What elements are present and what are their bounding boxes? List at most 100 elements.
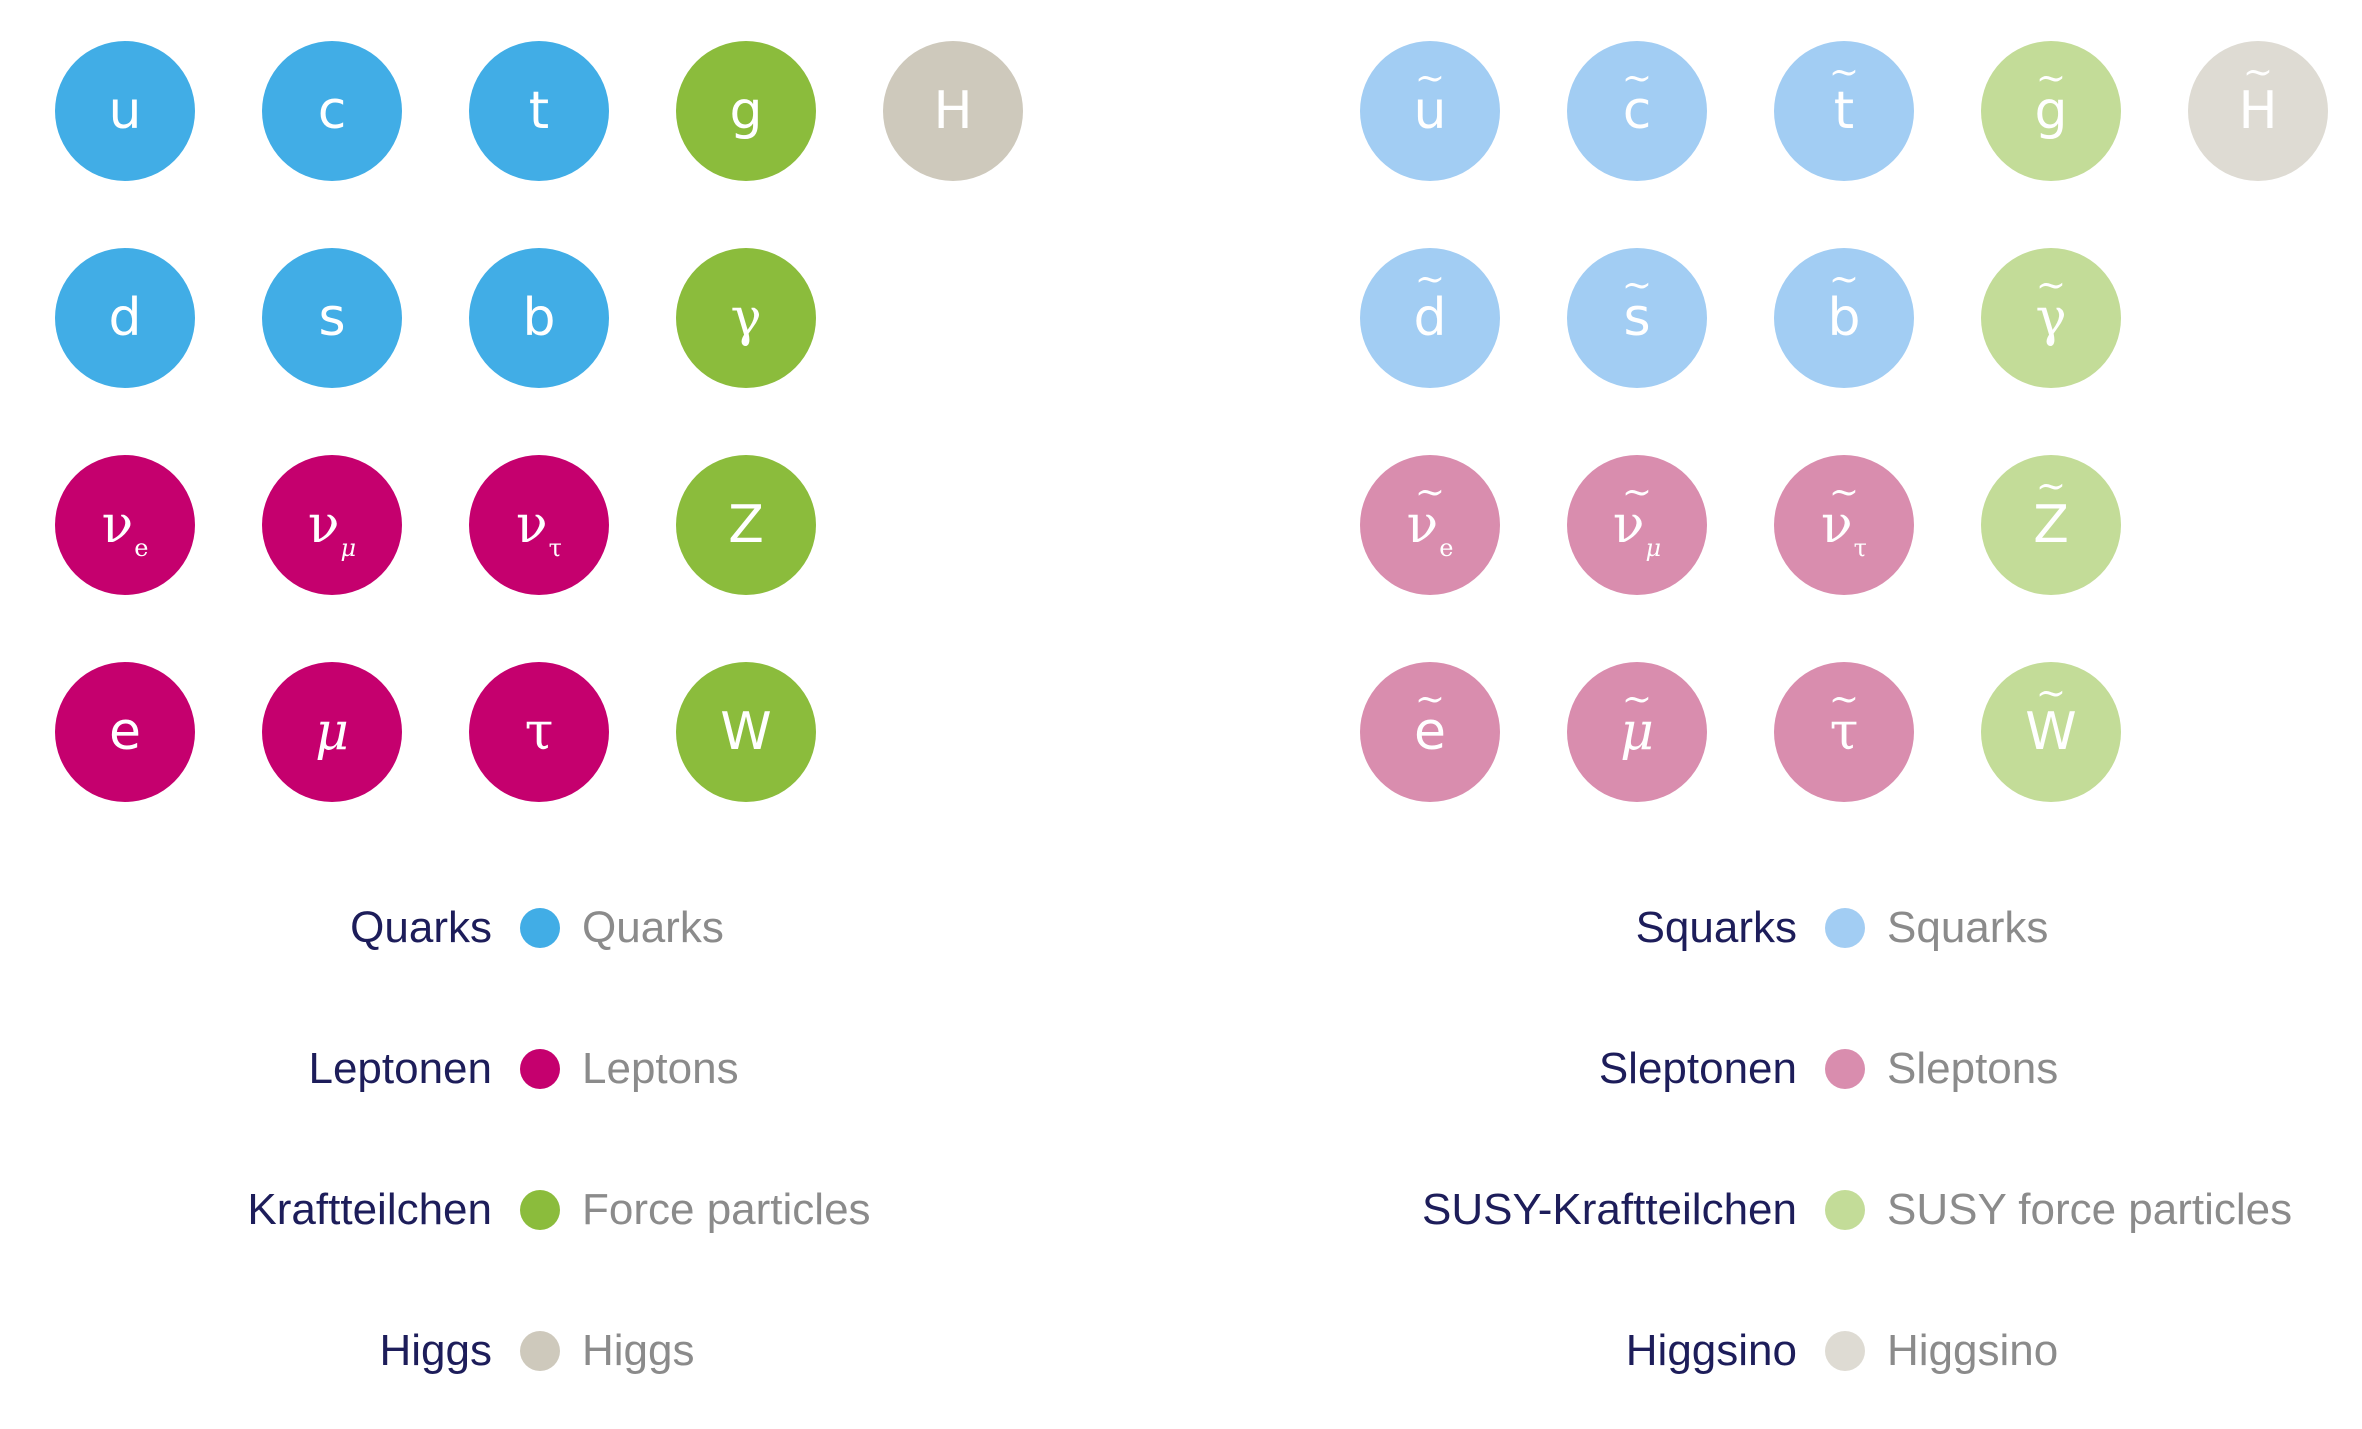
sparticle-nu-e: νe ~ xyxy=(1360,455,1500,595)
legend-swatch xyxy=(520,1331,560,1371)
symbol-subscript: τ xyxy=(1853,534,1867,562)
particle-symbol: b ~ xyxy=(1827,262,1860,345)
particle-nu-tau: ντ xyxy=(469,455,609,595)
symbol-main: e xyxy=(109,702,141,762)
symbol-main: γ xyxy=(2035,288,2067,348)
particle-symbol: W xyxy=(720,706,771,758)
legend-swatch xyxy=(1825,1049,1865,1089)
symbol-main: W xyxy=(2025,702,2077,762)
legend-swatch xyxy=(520,1190,560,1230)
tilde-mark: ~ xyxy=(2242,52,2274,93)
particle-gamma: γ xyxy=(676,248,816,388)
particle-s: s xyxy=(262,248,402,388)
particle-c: c xyxy=(262,41,402,181)
symbol-main: c xyxy=(317,81,347,141)
particle-symbol: νe xyxy=(102,499,149,560)
particle-nu-e: νe xyxy=(55,455,195,595)
tilde-mark: ~ xyxy=(1621,679,1653,720)
particle-symbol: H xyxy=(933,85,972,137)
sparticle-Z: Z ~ xyxy=(1981,455,2121,595)
legend-label-german: Leptonen xyxy=(308,1044,492,1093)
particle-symbol: c ~ xyxy=(1622,61,1652,138)
legend-label-english: Quarks xyxy=(582,903,724,952)
symbol-main: ν xyxy=(1612,495,1645,555)
legend-label-english: Leptons xyxy=(582,1044,739,1093)
particle-symbol: H ~ xyxy=(2238,55,2277,138)
symbol-subscript: e xyxy=(134,534,149,562)
particle-d: d xyxy=(55,248,195,388)
symbol-main: d xyxy=(1413,288,1447,348)
particle-symbol: γ xyxy=(730,292,761,344)
standard-model-legend: Quarks Quarks Leptonen Leptons Kraftteilchen… xyxy=(0,898,1181,1375)
sparticle-d: d ~ xyxy=(1360,248,1500,388)
symbol-subscript: e xyxy=(1439,534,1454,562)
legend-label-english: SUSY force particles xyxy=(1887,1185,2293,1234)
particle-symbol: c xyxy=(318,85,347,137)
particle-symbol: νμ ~ xyxy=(1613,475,1661,561)
tilde-mark: ~ xyxy=(1414,58,1446,99)
legend-row-lepton: Leptonen Leptons xyxy=(0,1039,1181,1099)
particle-symbol: μ xyxy=(315,706,349,758)
particle-u: u xyxy=(55,41,195,181)
legend-label-german: Squarks xyxy=(1635,903,1797,952)
particle-symbol: νe ~ xyxy=(1407,475,1454,561)
tilde-mark: ~ xyxy=(2035,58,2067,99)
particle-b: b xyxy=(469,248,609,388)
sparticle-t: t ~ xyxy=(1774,41,1914,181)
particle-mu: μ xyxy=(262,662,402,802)
tilde-mark: ~ xyxy=(1621,472,1653,513)
symbol-main: ν xyxy=(1821,495,1853,555)
particle-e: e xyxy=(55,662,195,802)
symbol-main: t xyxy=(528,81,550,141)
legend-row-force: Kraftteilchen Force particles xyxy=(0,1180,1181,1240)
tilde-mark: ~ xyxy=(1828,679,1860,720)
symbol-subscript: μ xyxy=(1645,534,1662,562)
symbol-main: u xyxy=(1413,81,1447,141)
tilde-mark: ~ xyxy=(1621,58,1653,99)
particle-symbol: Z ~ xyxy=(2033,469,2069,552)
particle-tau: τ xyxy=(469,662,609,802)
particle-symbol: νμ xyxy=(308,499,356,560)
particle-symbol: t xyxy=(529,85,549,137)
susy-legend: Squarks Squarks Sleptonen Sleptons SUSY-Kraf… xyxy=(1305,0,2362,1429)
symbol-main: e xyxy=(1414,702,1446,762)
legend-label-german: Kraftteilchen xyxy=(247,1185,492,1234)
particle-symbol: Z xyxy=(728,499,764,551)
symbol-main: t xyxy=(1833,81,1855,141)
symbol-subscript: μ xyxy=(340,534,357,562)
legend-label-german: Sleptonen xyxy=(1598,1044,1797,1093)
particle-symbol: g xyxy=(729,85,762,137)
symbol-main: τ xyxy=(1829,702,1859,762)
legend-swatch xyxy=(520,1049,560,1089)
legend-label-german: Higgsino xyxy=(1625,1326,1797,1375)
particle-symbol: t ~ xyxy=(1829,55,1859,138)
sparticle-u: u ~ xyxy=(1360,41,1500,181)
symbol-main: g xyxy=(729,81,763,141)
symbol-main: u xyxy=(108,81,142,141)
particle-symbol: γ ~ xyxy=(2035,268,2066,345)
sparticle-g: g ~ xyxy=(1981,41,2121,181)
sparticle-mu: μ ~ xyxy=(1567,662,1707,802)
legend-row-quark: Quarks Quarks xyxy=(0,898,1181,958)
tilde-mark: ~ xyxy=(1414,679,1446,720)
legend-label-english: Higgs xyxy=(582,1326,695,1375)
particle-symbol: ντ xyxy=(516,499,562,560)
symbol-main: ν xyxy=(516,495,548,555)
legend-swatch xyxy=(520,908,560,948)
symbol-main: μ xyxy=(1620,702,1654,762)
symbol-main: Z xyxy=(728,495,764,555)
tilde-mark: ~ xyxy=(1621,265,1653,306)
symbol-main: ν xyxy=(307,495,340,555)
particle-symbol: d ~ xyxy=(1413,262,1446,345)
sparticle-gamma: γ ~ xyxy=(1981,248,2121,388)
supersymmetry-panel: u ~ c ~ t ~ g ~ H ~ d ~ s ~ b ~ γ ~ νe ~ νμ ~ ντ ~ Z ~ e ~ μ ~ τ ~ W ~ Sq… xyxy=(1305,0,2362,1429)
particle-symbol: u xyxy=(109,85,142,137)
symbol-main: H xyxy=(933,81,973,141)
legend-row-squark: Squarks Squarks xyxy=(1305,898,2362,958)
particle-nu-mu: νμ xyxy=(262,455,402,595)
particle-symbol: e xyxy=(109,706,141,758)
legend-row-slepton: Sleptonen Sleptons xyxy=(1305,1039,2362,1099)
symbol-main: b xyxy=(522,288,556,348)
symbol-main: μ xyxy=(315,702,349,762)
